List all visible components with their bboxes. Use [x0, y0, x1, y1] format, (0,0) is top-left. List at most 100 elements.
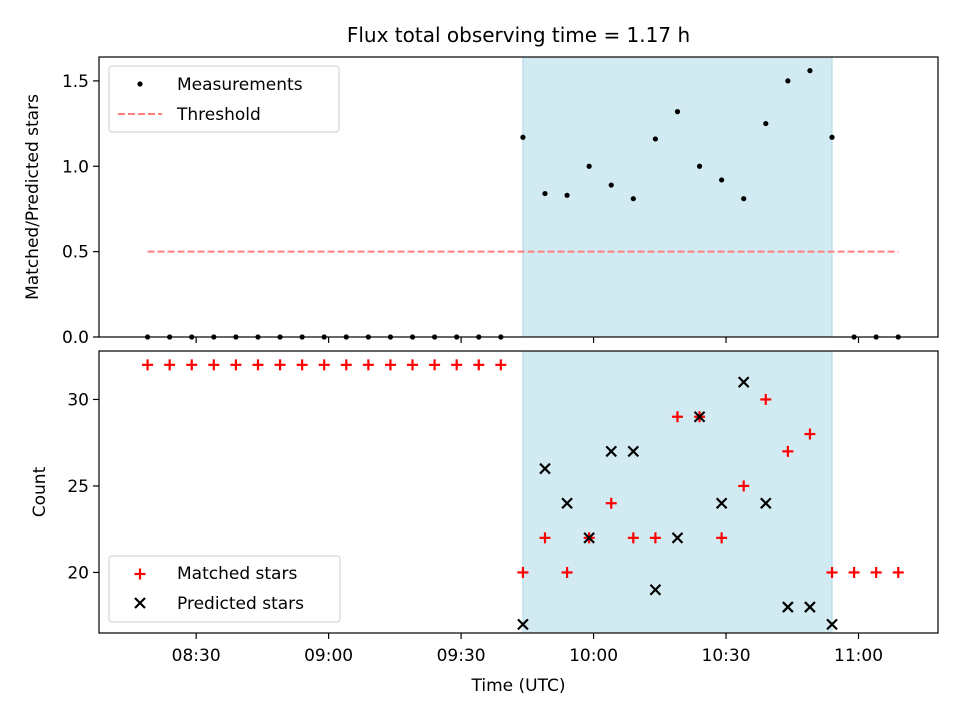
ratio-y-axis-label: Matched/Predicted stars: [23, 94, 43, 300]
matched-star-point: [362, 359, 374, 371]
ratio-legend-box: [108, 65, 340, 133]
matched-star-point: [716, 532, 728, 544]
count-legend-box: [108, 555, 341, 623]
predicted-star-point: [605, 445, 618, 458]
matched-star-points: [142, 359, 904, 578]
matched-star-point: [318, 359, 330, 371]
legend-matched-marker: [134, 568, 146, 580]
matched-star-point: [892, 566, 904, 578]
cross-b: [583, 532, 595, 544]
matched-star-point: [539, 532, 551, 544]
y-tick-label: 1.0: [62, 157, 89, 177]
cross-b: [826, 618, 838, 631]
matched-star-point: [649, 532, 661, 544]
legend-measurements-marker: [137, 81, 143, 87]
measurement-point: [674, 109, 681, 115]
measurement-point: [520, 134, 526, 140]
cross-b: [737, 376, 750, 388]
predicted-star-point: [693, 410, 706, 423]
cross-b: [715, 497, 728, 510]
matched-star-point: [340, 359, 352, 371]
ratio-legend: Measurements Threshold: [108, 65, 340, 133]
y-tick-label: 0.5: [62, 243, 89, 263]
predicted-star-point: [760, 497, 772, 510]
matched-star-point: [208, 359, 220, 371]
legend-cross: [134, 597, 146, 609]
count-x-ticks: 08:30 09:00 09:30 10:00 10:30 11:00: [172, 633, 883, 666]
matched-star-point: [495, 359, 507, 371]
measurement-point: [564, 192, 570, 198]
matched-star-point: [517, 566, 529, 578]
matched-star-point: [384, 359, 396, 371]
measurement-point: [630, 196, 636, 202]
cross-b: [561, 497, 573, 510]
predicted-star-point: [583, 532, 595, 544]
y-tick-label: 0.0: [62, 328, 89, 348]
cross-b: [627, 445, 640, 458]
legend-measurements-label: Measurements: [177, 75, 303, 95]
matched-star-point: [826, 566, 838, 578]
matched-star-point: [671, 411, 683, 423]
chart-title: Flux total observing time = 1.17 h: [347, 23, 690, 47]
cross-b: [605, 445, 618, 458]
cross-b: [782, 601, 794, 613]
y-tick-label: 1.5: [62, 72, 89, 92]
x-tick-label: 08:30: [172, 646, 221, 666]
ratio-panel: 0.0 0.5 1.0 1.5 Matched/Predicted stars Mea…: [23, 56, 939, 348]
matched-star-point: [605, 497, 617, 509]
y-tick-label: 30: [67, 390, 89, 410]
time-x-axis-label: Time (UTC): [471, 676, 566, 696]
matched-star-point: [230, 359, 242, 371]
measurement-point: [586, 163, 592, 169]
count-legend: Matched stars Predicted stars: [108, 555, 341, 623]
predicted-star-point: [782, 601, 794, 613]
predicted-star-point: [627, 445, 640, 458]
measurement-point: [696, 163, 703, 169]
predicted-star-point: [517, 618, 529, 631]
measurement-point: [807, 68, 813, 74]
matched-star-point: [296, 359, 308, 371]
measurement-point: [741, 196, 747, 202]
predicted-star-point: [671, 532, 684, 544]
cross-b: [804, 601, 816, 613]
matched-star-point: [164, 359, 176, 371]
matched-star-point: [252, 359, 264, 371]
ratio-panel-frame: [98, 56, 939, 338]
legend-predicted-marker: [134, 597, 146, 609]
ratio-y-ticks: 0.0 0.5 1.0 1.5: [62, 72, 99, 348]
matched-star-point: [451, 359, 463, 371]
ratio-x-ticks: [195, 337, 860, 343]
x-tick-label: 10:30: [702, 646, 751, 666]
measurement-point: [652, 136, 658, 142]
x-tick-label: 10:00: [569, 646, 618, 666]
matched-star-point: [473, 359, 485, 371]
predicted-star-point: [539, 462, 551, 475]
count-panel: 20 25 30 08:30 09:00 09:30 10:00 10:30 11:00 Co…: [30, 350, 939, 696]
matched-star-point: [848, 566, 860, 578]
matched-star-point: [738, 480, 750, 492]
count-y-axis-label: Count: [30, 466, 50, 517]
legend-threshold-label: Threshold: [176, 105, 261, 125]
cross-b: [649, 583, 662, 596]
measurement-point: [785, 78, 791, 84]
x-tick-label: 11:00: [834, 646, 883, 666]
predicted-star-point: [715, 497, 728, 510]
measurement-point: [763, 120, 769, 127]
matched-star-point: [407, 359, 419, 371]
matched-star-point: [142, 359, 154, 371]
legend-matched-label: Matched stars: [177, 564, 297, 584]
cross-b: [671, 532, 684, 544]
matched-star-point: [274, 359, 286, 371]
matched-star-point: [804, 428, 816, 440]
measurement-point: [829, 134, 835, 140]
count-y-ticks: 20 25 30: [67, 390, 99, 583]
y-tick-label: 20: [67, 563, 89, 583]
matched-star-point: [561, 566, 573, 578]
matched-star-point: [627, 532, 639, 544]
predicted-star-point: [826, 618, 838, 631]
observing-window-shade-top: [522, 56, 833, 338]
cross-b: [760, 497, 772, 510]
x-tick-label: 09:30: [437, 646, 486, 666]
measurement-point: [719, 177, 725, 183]
